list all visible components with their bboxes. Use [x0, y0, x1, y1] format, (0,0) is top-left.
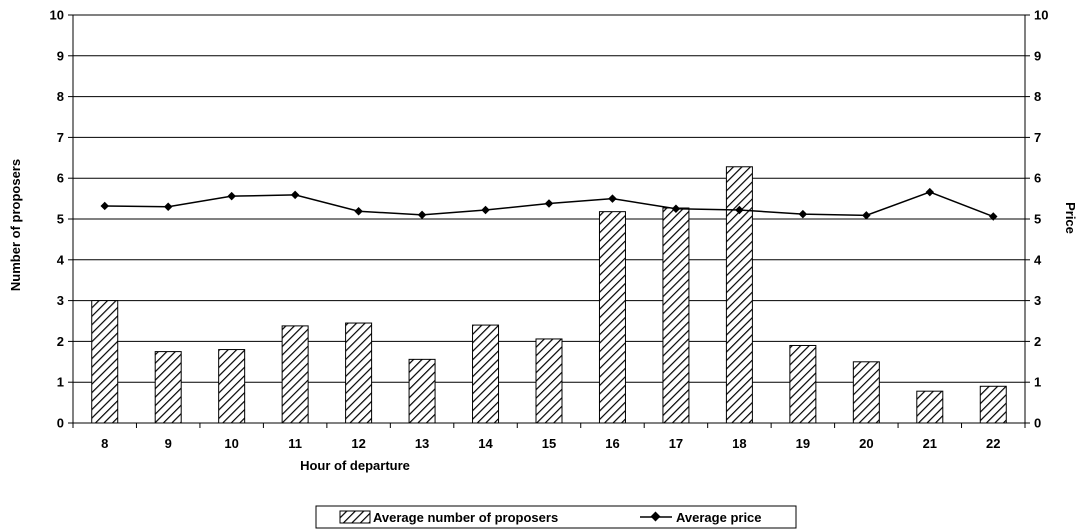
y-tick-label: 8 — [57, 89, 64, 104]
price-line — [100, 187, 998, 221]
x-tick-label: 14 — [478, 436, 493, 451]
x-tick-label: 11 — [288, 436, 302, 451]
y-tick-label: 6 — [57, 171, 64, 186]
y-tick-label: 2 — [57, 334, 64, 349]
x-tick-label: 16 — [605, 436, 619, 451]
bar-21 — [916, 390, 944, 424]
x-tick-label: 8 — [101, 436, 108, 451]
y-tick-label: 3 — [57, 293, 64, 308]
bars — [91, 166, 1007, 424]
y-tick-label: 5 — [57, 212, 64, 227]
legend: Average number of proposers Average pric… — [315, 505, 797, 529]
price-point-16 — [608, 194, 617, 203]
y-axis-title: Number of proposers — [8, 159, 23, 291]
axes — [72, 14, 1026, 424]
y2-tick-label: 1 — [1034, 375, 1041, 390]
x-tick-label: 10 — [224, 436, 238, 451]
bar-11 — [281, 325, 309, 424]
left-tick-labels: 0 1 2 3 4 5 6 7 8 9 10 — [50, 8, 65, 431]
y-tick-label: 4 — [57, 252, 65, 267]
x-tick-label: 15 — [542, 436, 556, 451]
x-tick-label: 19 — [796, 436, 810, 451]
x-tick-label: 21 — [923, 436, 937, 451]
legend-swatch-marker — [650, 511, 661, 522]
price-point-8 — [100, 201, 109, 211]
price-point-10 — [227, 191, 236, 201]
price-point-20 — [862, 211, 871, 220]
y-tick-label: 0 — [57, 416, 64, 431]
price-point-22 — [989, 212, 998, 221]
x-tick-label: 18 — [732, 436, 746, 451]
bar-12 — [345, 322, 373, 424]
bar-8 — [91, 300, 119, 424]
legend-box — [315, 505, 797, 529]
bar-16 — [598, 211, 626, 424]
price-point-19 — [798, 209, 808, 219]
y2-tick-label: 9 — [1034, 48, 1041, 63]
price-point-14 — [481, 205, 490, 215]
x-tick-label: 12 — [351, 436, 365, 451]
x-tick-labels: 8 9 10 11 12 13 14 15 16 17 18 19 20 21 22 — [72, 423, 1026, 451]
bar-20 — [852, 361, 880, 424]
legend-label-line: Average price — [676, 510, 762, 525]
bar-10 — [218, 349, 246, 424]
y2-tick-label: 6 — [1034, 171, 1041, 186]
x-tick-label: 20 — [859, 436, 873, 451]
x-tick-label: 17 — [669, 436, 683, 451]
bar-13 — [408, 358, 436, 424]
y-tick-label: 1 — [57, 375, 64, 390]
price-point-21 — [925, 187, 935, 197]
y2-tick-label: 7 — [1034, 130, 1041, 145]
x-tick-label: 9 — [165, 436, 172, 451]
price-point-9 — [163, 202, 173, 212]
price-point-13 — [417, 210, 427, 220]
y2-tick-label: 4 — [1034, 252, 1042, 267]
x-tick-label: 22 — [986, 436, 1000, 451]
bar-14 — [472, 324, 500, 424]
price-point-12 — [354, 207, 363, 216]
x-tick-label: 13 — [415, 436, 429, 451]
price-point-11 — [290, 190, 300, 200]
y2-tick-label: 3 — [1034, 293, 1041, 308]
y-tick-label: 9 — [57, 48, 64, 63]
y2-tick-label: 8 — [1034, 89, 1041, 104]
y2-tick-label: 2 — [1034, 334, 1041, 349]
y-tick-label: 10 — [50, 8, 64, 23]
bar-9 — [154, 351, 182, 424]
y2-axis-title: Price — [1063, 202, 1078, 234]
y2-tick-label: 10 — [1034, 8, 1048, 23]
y2-tick-label: 5 — [1034, 212, 1041, 227]
bar-22 — [979, 385, 1007, 424]
y2-tick-label: 0 — [1034, 416, 1041, 431]
price-point-15 — [544, 199, 554, 208]
legend-swatch-bars — [339, 510, 371, 524]
bar-19 — [789, 344, 817, 424]
y-tick-label: 7 — [57, 130, 64, 145]
right-tick-labels: 0 1 2 3 4 5 6 7 8 9 10 — [1034, 8, 1048, 431]
bar-18 — [725, 166, 753, 424]
x-axis-title: Hour of departure — [300, 458, 410, 473]
bar-15 — [535, 338, 563, 424]
legend-label-bars: Average number of proposers — [373, 510, 558, 525]
bar-17 — [662, 207, 690, 424]
plot-frame — [72, 14, 1026, 424]
